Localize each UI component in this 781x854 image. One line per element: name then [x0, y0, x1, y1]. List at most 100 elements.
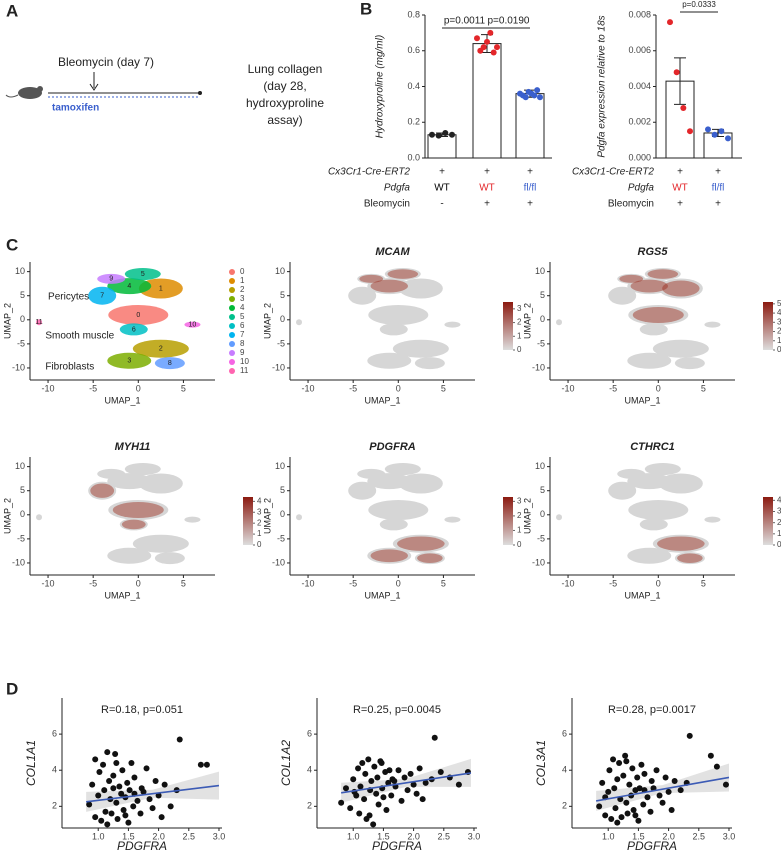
bar	[472, 43, 502, 159]
y-axis-label: Pdgfa expression relative to 18s	[597, 15, 608, 157]
data-point	[386, 767, 393, 774]
cell-cloud	[674, 357, 705, 370]
data-point	[612, 805, 619, 812]
expression-overlay	[121, 519, 146, 530]
data-point	[95, 792, 102, 799]
cluster	[107, 352, 152, 369]
colorbar-label: 5	[777, 299, 781, 308]
cluster	[36, 319, 43, 326]
cluster	[124, 268, 161, 281]
data-point	[686, 732, 693, 739]
legend-label: 1	[240, 276, 245, 285]
cell-cloud	[652, 339, 709, 358]
data-point	[599, 779, 606, 786]
y-axis-label: UMAP_2	[262, 303, 272, 339]
data-point	[380, 794, 387, 801]
data-point	[611, 785, 618, 792]
x-tick-label: -10	[562, 383, 575, 393]
y-tick-label: 0.006	[628, 45, 651, 55]
data-point	[640, 801, 647, 808]
x-tick-label: 5	[441, 578, 446, 588]
condition-name: Cx3Cr1-Cre-ERT2	[572, 167, 654, 178]
data-point	[480, 44, 487, 51]
data-point	[632, 812, 639, 819]
cell-cloud	[556, 319, 563, 326]
condition-value: fl/fl	[524, 183, 537, 194]
cell-cloud	[414, 357, 445, 370]
y-tick-label: 10	[275, 461, 285, 471]
data-point	[638, 761, 645, 768]
cell-cloud	[348, 481, 377, 500]
x-axis-label: PDGFRA	[117, 839, 167, 853]
cell-cloud	[368, 499, 429, 520]
data-point	[143, 765, 150, 772]
confidence-band	[596, 763, 729, 811]
cell-cloud	[124, 463, 161, 476]
cell-cloud	[357, 273, 386, 284]
confidence-band	[86, 771, 219, 812]
y-tick-label: -5	[17, 533, 25, 543]
data-point	[623, 799, 630, 806]
error-bar	[674, 57, 686, 105]
x-tick-label: -5	[349, 383, 357, 393]
cell-cloud	[704, 516, 721, 523]
x-tick-label: -5	[89, 578, 97, 588]
readout: hydroxyproline	[246, 96, 324, 110]
data-point	[531, 92, 538, 99]
data-point	[455, 781, 462, 788]
legend-swatch	[229, 341, 235, 347]
cell-cloud	[88, 481, 117, 500]
expression-overlay	[657, 536, 705, 551]
cell-cloud	[107, 547, 152, 564]
colorbar-label: 2	[777, 518, 781, 527]
y-tick-label: 5	[20, 485, 25, 495]
x-tick-label: 5	[701, 383, 706, 393]
data-point	[608, 815, 615, 822]
data-point	[614, 819, 621, 826]
condition-value: WT	[434, 183, 450, 194]
data-point	[374, 774, 381, 781]
panel-label: C	[6, 235, 18, 254]
condition-value: +	[715, 167, 721, 178]
data-point	[89, 781, 96, 788]
y-tick-label: -10	[272, 362, 285, 372]
colorbar-label: 3	[257, 507, 262, 516]
data-point	[126, 787, 133, 794]
data-point	[110, 785, 117, 792]
cell-cloud	[628, 304, 689, 325]
expression-overlay	[662, 280, 700, 297]
legend-swatch	[229, 287, 235, 293]
y-tick-label: -10	[12, 362, 25, 372]
x-axis-label: PDGFRA	[372, 839, 422, 853]
colorbar-label: 4	[777, 495, 781, 504]
legend-swatch	[229, 278, 235, 284]
data-point	[375, 801, 382, 808]
data-point	[634, 774, 641, 781]
x-tick-label: 2.5	[183, 831, 196, 841]
cell-cloud	[357, 468, 386, 479]
feature-title: RGS5	[638, 246, 669, 258]
y-tick-label: -5	[277, 338, 285, 348]
y-tick-label: 0.6	[407, 45, 420, 55]
condition-value: +	[484, 199, 490, 210]
data-point	[484, 38, 490, 45]
y-tick-label: 6	[562, 728, 567, 738]
data-point	[635, 817, 642, 824]
data-point	[167, 803, 174, 810]
cluster-label: 9	[109, 276, 113, 283]
y-tick-label: 0.0	[407, 152, 420, 162]
feature-title: CTHRC1	[630, 441, 675, 453]
colorbar-label: 2	[517, 511, 522, 520]
y-tick-label: -10	[532, 362, 545, 372]
data-point	[370, 821, 377, 828]
data-point	[114, 815, 121, 822]
cell-cloud	[296, 319, 303, 326]
data-point	[368, 778, 375, 785]
data-point	[137, 810, 144, 817]
x-tick-label: 3.0	[723, 831, 736, 841]
x-tick-label: 2.0	[407, 831, 420, 841]
data-point	[629, 765, 636, 772]
x-tick-label: 0	[136, 578, 141, 588]
